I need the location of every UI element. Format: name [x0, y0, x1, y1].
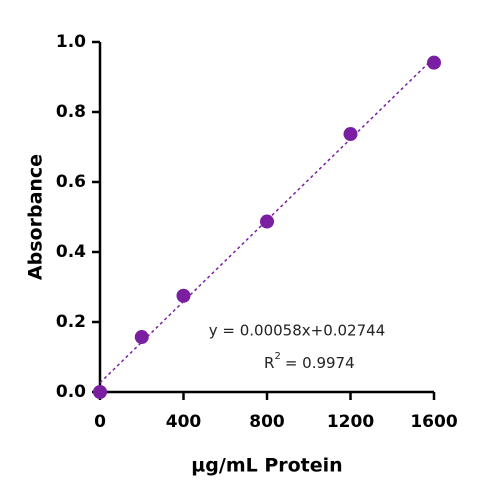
point — [260, 214, 274, 229]
x-tick-label: 1600 — [410, 412, 457, 432]
point — [93, 385, 107, 399]
x-tick-label: 800 — [249, 412, 285, 432]
x-tick-label: 400 — [166, 412, 202, 432]
r2-label: R2 = 0.9974 — [264, 351, 355, 372]
y-axis-title: Absorbance — [25, 154, 47, 280]
x-axis-title: µg/mL Protein — [191, 455, 342, 477]
r2-value: = 0.9974 — [285, 354, 355, 372]
x-tick-label: 1200 — [327, 412, 374, 432]
y-tick-label: 0.6 — [56, 172, 86, 192]
r2-symbol: R — [264, 354, 274, 372]
y-tick-label: 0.0 — [56, 382, 86, 402]
equation: y = 0.00058x+0.02744 — [209, 322, 385, 340]
r2-exponent: 2 — [274, 351, 280, 362]
y-tick-label: 1.0 — [56, 32, 86, 52]
y-tick-label: 0.8 — [56, 102, 86, 122]
point — [427, 55, 441, 70]
x-tick-label: 0 — [94, 412, 106, 432]
point — [176, 288, 191, 303]
y-tick-label: 0.4 — [56, 242, 86, 262]
point — [343, 127, 358, 142]
y-tick-label: 0.2 — [56, 312, 86, 332]
point — [134, 330, 149, 345]
